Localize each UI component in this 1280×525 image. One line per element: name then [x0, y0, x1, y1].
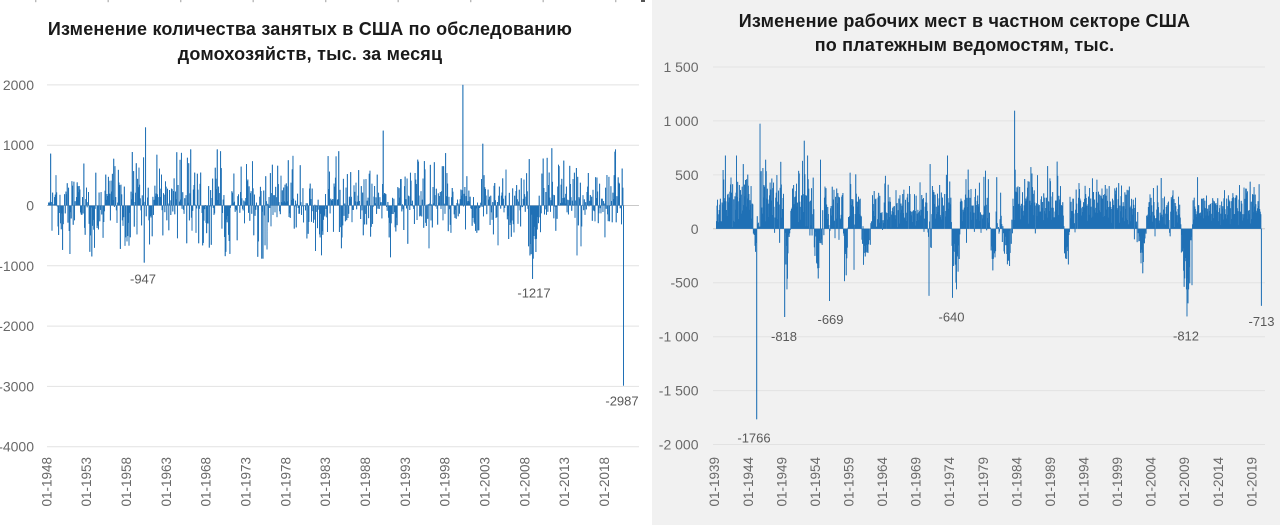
svg-text:Изменение количества занятых в: Изменение количества занятых в США по об…	[48, 19, 572, 39]
svg-text:500: 500	[675, 167, 699, 183]
svg-text:01-2003: 01-2003	[478, 457, 493, 507]
svg-text:-4000: -4000	[0, 439, 34, 455]
svg-text:0: 0	[691, 221, 699, 237]
svg-text:-1217: -1217	[517, 286, 550, 301]
svg-text:-1000: -1000	[0, 258, 34, 274]
svg-text:01-1973: 01-1973	[239, 457, 254, 507]
svg-text:01-1978: 01-1978	[278, 457, 293, 507]
svg-text:2000: 2000	[3, 77, 34, 93]
svg-text:-1766: -1766	[737, 431, 770, 446]
svg-text:01-1974: 01-1974	[942, 456, 957, 506]
svg-text:01-1944: 01-1944	[741, 456, 756, 506]
svg-text:0: 0	[26, 198, 34, 214]
svg-text:01-1979: 01-1979	[976, 457, 991, 507]
svg-text:1 000: 1 000	[663, 113, 698, 129]
svg-text:01-1993: 01-1993	[398, 457, 413, 507]
svg-text:01-1968: 01-1968	[199, 457, 214, 507]
svg-text:-2 000: -2 000	[659, 437, 699, 453]
svg-text:по платежным ведомостям, тыс.: по платежным ведомостям, тыс.	[815, 35, 1115, 55]
svg-text:01-2009: 01-2009	[1177, 457, 1192, 507]
svg-text:-669: -669	[817, 312, 843, 327]
svg-text:-713: -713	[1248, 314, 1274, 329]
svg-text:01-1948: 01-1948	[39, 457, 54, 507]
svg-text:01-1949: 01-1949	[774, 457, 789, 507]
svg-text:01-1959: 01-1959	[842, 457, 857, 507]
svg-text:1000: 1000	[3, 137, 34, 153]
svg-text:01-2013: 01-2013	[557, 457, 572, 507]
svg-text:01-1953: 01-1953	[79, 457, 94, 507]
svg-text:-1 000: -1 000	[659, 329, 699, 345]
svg-text:-2000: -2000	[0, 318, 34, 334]
svg-text:-2987: -2987	[605, 394, 638, 409]
svg-text:01-2008: 01-2008	[517, 457, 532, 507]
svg-text:-640: -640	[938, 310, 964, 325]
svg-text:01-1984: 01-1984	[1009, 456, 1024, 506]
svg-text:-812: -812	[1173, 329, 1199, 344]
svg-text:-1 500: -1 500	[659, 383, 699, 399]
svg-text:01-1969: 01-1969	[909, 457, 924, 507]
svg-text:01-1994: 01-1994	[1077, 456, 1092, 506]
svg-text:01-1958: 01-1958	[119, 457, 134, 507]
svg-text:01-1963: 01-1963	[159, 457, 174, 507]
svg-text:1 500: 1 500	[663, 59, 698, 75]
svg-text:01-1939: 01-1939	[707, 457, 722, 507]
svg-text:01-2014: 01-2014	[1211, 456, 1226, 506]
svg-text:01-2004: 01-2004	[1144, 456, 1159, 506]
svg-text:01-1983: 01-1983	[318, 457, 333, 507]
svg-text:-3000: -3000	[0, 378, 34, 394]
svg-text:01-1954: 01-1954	[808, 456, 823, 506]
svg-text:-947: -947	[130, 272, 156, 287]
svg-text:Изменение рабочих мест в частн: Изменение рабочих мест в частном секторе…	[739, 11, 1191, 31]
svg-text:01-1999: 01-1999	[1110, 457, 1125, 507]
svg-text:-818: -818	[771, 329, 797, 344]
svg-text:-500: -500	[670, 275, 698, 291]
svg-text:01-1998: 01-1998	[438, 457, 453, 507]
svg-text:01-2018: 01-2018	[597, 457, 612, 507]
svg-text:01-1964: 01-1964	[875, 456, 890, 506]
svg-text:01-1989: 01-1989	[1043, 457, 1058, 507]
svg-text:01-1988: 01-1988	[358, 457, 373, 507]
svg-text:домохозяйств, тыс. за месяц: домохозяйств, тыс. за месяц	[178, 44, 443, 64]
svg-text:01-2019: 01-2019	[1244, 457, 1259, 507]
